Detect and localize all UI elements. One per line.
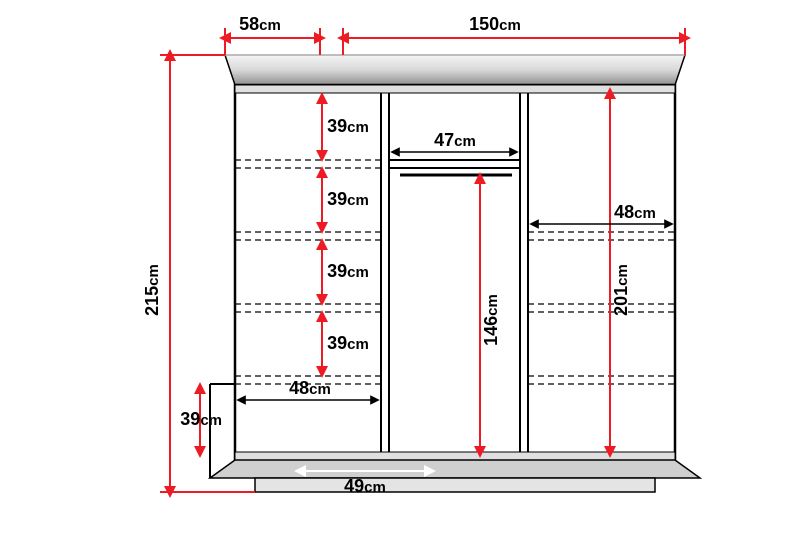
dim-inner-height: 201cm <box>610 93 631 452</box>
top-panel <box>225 55 685 85</box>
svg-text:39cm: 39cm <box>327 189 369 209</box>
dim-rail-height: 146cm <box>480 178 501 452</box>
svg-text:48cm: 48cm <box>614 202 656 222</box>
dim-midw-value: 47 <box>434 130 454 150</box>
dim-depth-value: 58 <box>239 14 259 34</box>
svg-text:150cm: 150cm <box>469 14 521 34</box>
svg-text:39cm: 39cm <box>327 261 369 281</box>
plinth <box>210 452 700 492</box>
dim-shelf-heights: 39cm 39cm 39cm 39cm 39cm <box>180 98 369 452</box>
svg-text:215cm: 215cm <box>142 264 162 316</box>
dim-rail-value: 146 <box>481 316 501 346</box>
svg-text:39cm: 39cm <box>327 333 369 353</box>
svg-text:39cm: 39cm <box>180 409 222 429</box>
right-column-shelves <box>528 232 675 384</box>
dim-right-width: 48cm <box>534 202 669 224</box>
top-inner-bar <box>235 85 675 93</box>
dim-depth: 58cm <box>225 14 320 55</box>
dim-left-width: 48cm <box>241 378 375 400</box>
dim-width-value: 150 <box>469 14 499 34</box>
dim-rightw-value: 48 <box>614 202 634 222</box>
dim-inner-value: 201 <box>611 286 631 316</box>
svg-text:58cm: 58cm <box>239 14 281 34</box>
svg-text:48cm: 48cm <box>289 378 331 398</box>
dim-basew-value: 49 <box>344 476 364 496</box>
svg-text:146cm: 146cm <box>481 294 501 346</box>
svg-text:49cm: 49cm <box>344 476 386 496</box>
svg-text:47cm: 47cm <box>434 130 476 150</box>
hanging-rail <box>389 160 520 175</box>
dim-height-value: 215 <box>142 286 162 316</box>
svg-text:201cm: 201cm <box>611 264 631 316</box>
wardrobe-dimension-diagram: 150cm 58cm 215cm 201cm 146cm 47cm 48cm 4… <box>0 0 800 533</box>
dim-width: 150cm <box>343 14 685 55</box>
svg-text:39cm: 39cm <box>327 116 369 136</box>
dim-mid-width: 47cm <box>395 130 514 152</box>
dim-leftw-value: 48 <box>289 378 309 398</box>
